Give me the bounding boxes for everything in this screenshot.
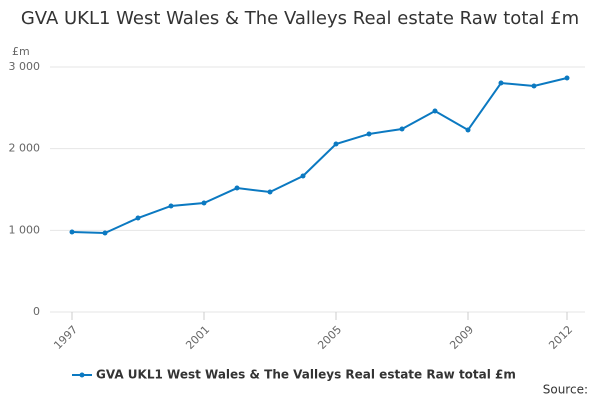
legend-label: GVA UKL1 West Wales & The Valleys Real e… — [96, 368, 516, 382]
x-tick-label: 2012 — [546, 323, 575, 352]
point — [267, 189, 273, 195]
y-tick-label: 1 000 — [9, 223, 41, 236]
point — [465, 127, 471, 133]
point — [498, 80, 504, 86]
y-unit-label: £m — [12, 45, 30, 58]
point — [135, 215, 141, 221]
point — [564, 75, 570, 81]
x-tick-label: 2009 — [447, 323, 476, 352]
x-tick-label: 2001 — [183, 323, 212, 352]
point — [300, 173, 306, 179]
y-tick-label: 3 000 — [9, 60, 41, 73]
point — [333, 141, 339, 147]
legend-marker — [79, 372, 85, 378]
point — [234, 185, 240, 191]
y-tick-label: 2 000 — [9, 142, 41, 155]
y-tick-label: 0 — [33, 305, 40, 318]
point — [366, 131, 372, 137]
point — [69, 229, 75, 235]
source: Source: — [543, 383, 588, 397]
point — [102, 230, 108, 236]
x-tick-label: 2005 — [315, 323, 344, 352]
chart-title: GVA UKL1 West Wales & The Valleys Real e… — [20, 8, 580, 29]
point — [201, 200, 207, 206]
point — [399, 126, 405, 132]
point — [531, 83, 537, 89]
line — [71, 77, 568, 235]
point — [168, 203, 174, 209]
x-tick-label: 1997 — [51, 323, 80, 352]
point — [432, 108, 438, 114]
